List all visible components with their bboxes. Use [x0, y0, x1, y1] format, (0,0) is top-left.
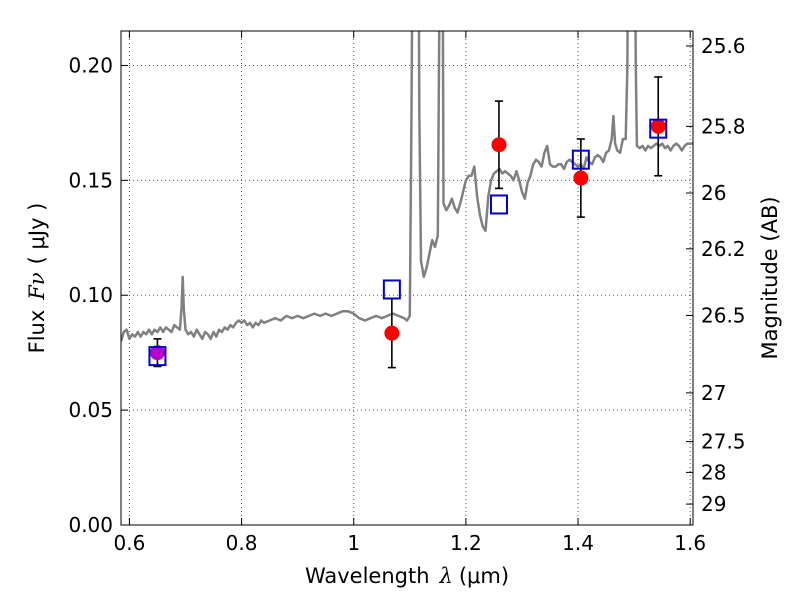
x-tick-label: 0.8: [226, 531, 258, 555]
y2-tick-label: 29: [701, 492, 726, 516]
y-tick-label: 0.00: [68, 513, 113, 537]
model-square: [382, 279, 401, 300]
photometry-point: [573, 170, 589, 186]
photometry-point: [650, 118, 666, 134]
y-tick-label: 0.20: [68, 53, 113, 77]
photometry-point: [384, 325, 400, 341]
x-tick-label: 0.6: [114, 531, 146, 555]
model-square: [489, 194, 508, 215]
plot-frame: [120, 30, 694, 526]
y-tick-label: 0.05: [68, 398, 113, 422]
x-axis-label: Wavelength λ (μm): [305, 564, 509, 588]
y2-tick-label: 26.2: [701, 237, 746, 261]
x-tick-label: 1.2: [450, 531, 482, 555]
spectrum-line: [121, 31, 693, 342]
y2-tick-label: 25.6: [701, 34, 746, 58]
y2-tick-label: 26.5: [701, 303, 746, 327]
y-tick-label: 0.10: [68, 283, 113, 307]
axes: 0.6 0.8 1 1.2 1.4 1.6 0.00 0.05 0.10 0.15 0.20 25.6…: [68, 31, 746, 555]
magenta-point: [149, 345, 165, 361]
y2-tick-label: 25.8: [701, 114, 746, 138]
y2-tick-label: 28: [701, 460, 726, 484]
y2-tick-label: 26: [701, 181, 726, 205]
x-tick-label: 1.6: [674, 531, 706, 555]
y-tick-label: 0.15: [68, 168, 113, 192]
y2-axis-label: Magnitude (AB): [758, 196, 782, 359]
y-axis-label: FluxFν( μJy ): [25, 203, 49, 354]
y2-tick-label: 27.5: [701, 430, 746, 454]
model-square: [649, 118, 668, 139]
y2-tick-label: 27: [701, 381, 726, 405]
plot-area: [121, 31, 693, 369]
x-tick-label: 1: [347, 531, 360, 555]
model-square: [571, 149, 590, 170]
model-square: [148, 346, 167, 367]
photometry-point: [491, 137, 507, 153]
x-tick-label: 1.4: [562, 531, 594, 555]
